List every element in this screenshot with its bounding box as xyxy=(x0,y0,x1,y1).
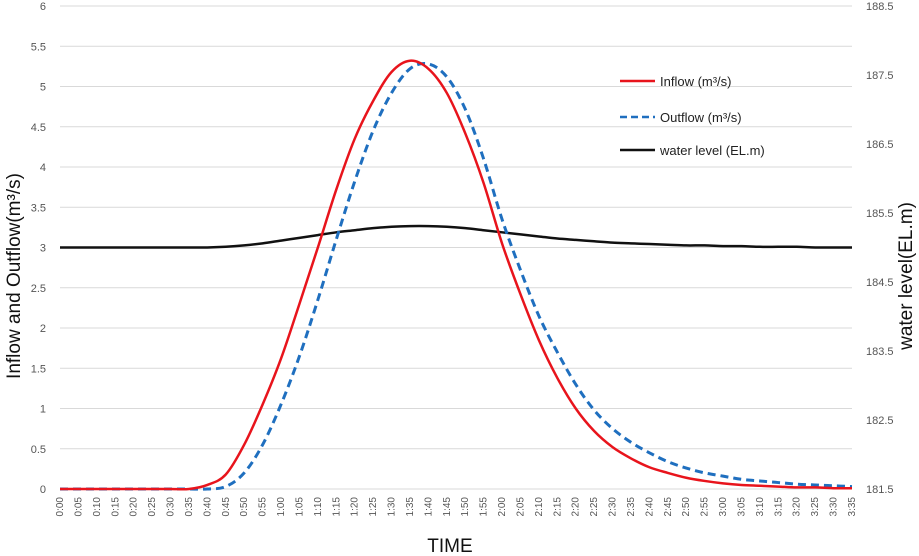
x-tick-label: 2:55 xyxy=(700,497,711,517)
y-tick-label: 4 xyxy=(40,162,46,174)
y2-tick-label: 181.5 xyxy=(866,484,894,496)
y-tick-label: 5 xyxy=(40,82,46,94)
series-line-outflow xyxy=(60,61,853,491)
x-tick-label: 1:30 xyxy=(387,497,398,517)
x-tick-label: 2:15 xyxy=(552,497,563,517)
legend-outflow-label: Outflow (m³/s) xyxy=(660,110,742,125)
y-tick-label: 0.5 xyxy=(31,444,46,456)
x-tick-label: 1:35 xyxy=(405,497,416,517)
x-tick-label: 2:45 xyxy=(663,497,674,517)
y-tick-label: 3.5 xyxy=(31,202,46,214)
y-tick-label: 2 xyxy=(40,323,46,335)
right-axis-ticks: 181.5 182.5 183.5 184.5 185.5 186.5 187.5 188.5 xyxy=(866,1,894,496)
x-tick-label: 2:40 xyxy=(644,497,655,517)
x-tick-label: 1:10 xyxy=(313,497,324,517)
x-tick-label: 1:00 xyxy=(276,497,287,517)
x-tick-label: 0:30 xyxy=(166,497,177,517)
data-series xyxy=(60,59,853,491)
x-tick-label: 0:55 xyxy=(258,497,269,517)
x-tick-label: 1:55 xyxy=(479,497,490,517)
y2-axis-title: water level(EL.m) xyxy=(896,202,917,351)
x-tick-label: 2:50 xyxy=(681,497,692,517)
x-tick-label: 1:25 xyxy=(368,497,379,517)
y-axis-title: Inflow and Outflow(m³/s) xyxy=(4,173,25,379)
x-tick-label: 0:15 xyxy=(110,497,121,517)
legend: Inflow (m³/s) Outflow (m³/s) water level… xyxy=(620,74,765,158)
x-tick-label: 2:20 xyxy=(571,497,582,517)
x-tick-label: 1:05 xyxy=(294,497,305,517)
x-tick-label: 1:15 xyxy=(331,497,342,517)
y2-tick-label: 188.5 xyxy=(866,1,894,13)
y-tick-label: 2.5 xyxy=(31,283,46,295)
x-axis-ticks: 0:00 0:05 0:10 0:15 0:20 0:25 0:30 0:35 0:40 0:45… xyxy=(55,497,858,517)
x-tick-label: 2:00 xyxy=(497,497,508,517)
x-tick-label: 3:05 xyxy=(736,497,747,517)
x-tick-label: 2:25 xyxy=(589,497,600,517)
x-tick-label: 0:20 xyxy=(129,497,140,517)
y2-tick-label: 186.5 xyxy=(866,139,894,151)
x-tick-label: 1:50 xyxy=(460,497,471,517)
x-tick-label: 3:30 xyxy=(829,497,840,517)
y2-tick-label: 187.5 xyxy=(866,70,894,82)
x-tick-label: 3:00 xyxy=(718,497,729,517)
y-tick-label: 6 xyxy=(40,1,46,13)
x-tick-label: 0:05 xyxy=(73,497,84,517)
series-line-water xyxy=(60,224,852,249)
x-tick-label: 1:40 xyxy=(423,497,434,517)
gridlines xyxy=(60,5,852,490)
x-tick-label: 3:20 xyxy=(792,497,803,517)
x-tick-label: 0:10 xyxy=(92,497,103,517)
legend-water-level-label: water level (EL.m) xyxy=(659,143,765,158)
x-tick-label: 2:35 xyxy=(626,497,637,517)
legend-inflow-label: Inflow (m³/s) xyxy=(660,74,732,89)
y-tick-label: 1 xyxy=(40,404,46,416)
y-tick-label: 5.5 xyxy=(31,41,46,53)
x-tick-label: 3:15 xyxy=(773,497,784,517)
x-tick-label: 2:05 xyxy=(515,497,526,517)
x-tick-label: 3:25 xyxy=(810,497,821,517)
left-axis-ticks: 0 0.5 1 1.5 2 2.5 3 3.5 4 4.5 5 5.5 6 xyxy=(31,1,46,496)
x-tick-label: 2:10 xyxy=(534,497,545,517)
y-tick-label: 1.5 xyxy=(31,363,46,375)
x-tick-label: 3:35 xyxy=(847,497,858,517)
x-tick-label: 0:45 xyxy=(221,497,232,517)
x-axis-title: TIME xyxy=(427,536,472,556)
x-tick-label: 0:50 xyxy=(239,497,250,517)
y-tick-label: 0 xyxy=(40,484,46,496)
series-line-inflow xyxy=(60,59,853,491)
y2-tick-label: 185.5 xyxy=(866,208,894,220)
x-tick-label: 1:45 xyxy=(442,497,453,517)
x-tick-label: 0:40 xyxy=(202,497,213,517)
y-tick-label: 4.5 xyxy=(31,122,46,134)
x-tick-label: 3:10 xyxy=(755,497,766,517)
x-tick-label: 1:20 xyxy=(350,497,361,517)
x-tick-label: 0:00 xyxy=(55,497,66,517)
x-tick-label: 2:30 xyxy=(608,497,619,517)
y2-tick-label: 183.5 xyxy=(866,346,894,358)
y-tick-label: 3 xyxy=(40,243,46,255)
y2-tick-label: 182.5 xyxy=(866,415,894,427)
y2-tick-label: 184.5 xyxy=(866,277,894,289)
x-tick-label: 0:35 xyxy=(184,497,195,517)
x-tick-label: 0:25 xyxy=(147,497,158,517)
